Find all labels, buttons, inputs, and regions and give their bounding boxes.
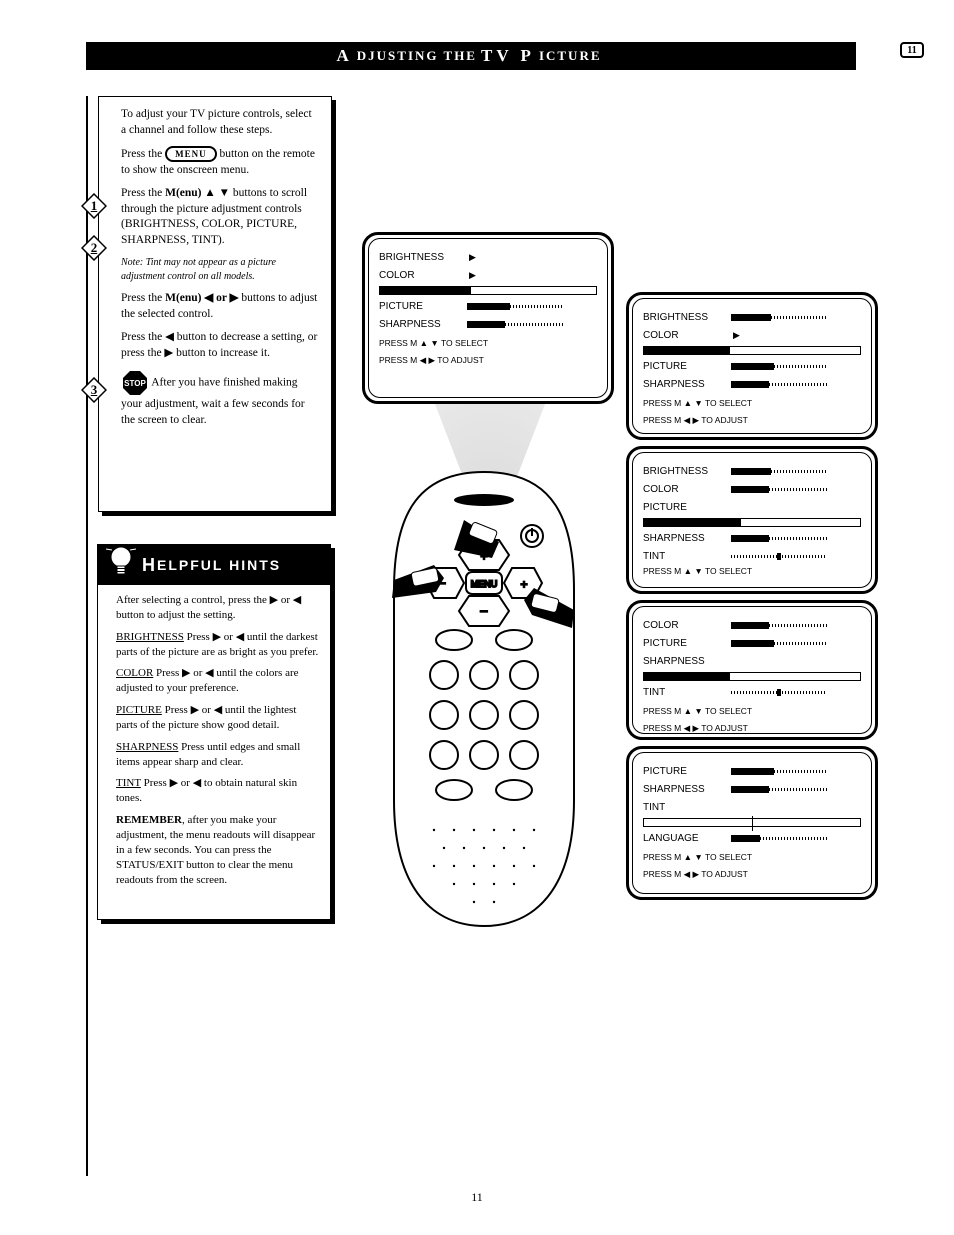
osd-color: BRIGHTNESS COLOR▶ PICTURE SHARPNESS PRES…	[626, 292, 878, 440]
hints-body: After selecting a control, press the ▶ o…	[98, 585, 330, 904]
page-corner-indicator: 11	[900, 42, 924, 58]
remote-control: MENU + − − +	[374, 470, 594, 930]
svg-text:MENU: MENU	[471, 579, 498, 589]
osd-sharpness: COLOR PICTURE SHARPNESS TINT PRESS M ▲ ▼…	[626, 600, 878, 740]
step-2-diamond: 2	[81, 235, 107, 261]
step-3-diamond: 3	[81, 377, 107, 403]
osd-main: BRIGHTNESS▶ COLOR▶ PICTURE SHARPNESS PRE…	[362, 232, 614, 404]
instruction-box: To adjust your TV picture controls, sele…	[98, 96, 332, 512]
step-1-diamond: 1	[81, 193, 107, 219]
intro-text: To adjust your TV picture controls, sele…	[121, 107, 319, 138]
osd-picture: BRIGHTNESS COLOR PICTURE SHARPNESS TINT …	[626, 446, 878, 594]
stop-icon: STOP	[121, 369, 149, 397]
osd-tint: PICTURE SHARPNESS TINT LANGUAGE PRESS M …	[626, 746, 878, 900]
step-3-text: Press the M(enu) ◀ or ▶ buttons to adjus…	[121, 291, 319, 322]
hints-box: HELPFUL HINTS After selecting a control,…	[97, 544, 331, 920]
stop-row: STOP After you have finished making your…	[121, 369, 319, 428]
step-2-note: Note: Tint may not appear as a picture a…	[121, 256, 319, 283]
svg-text:−: −	[480, 605, 488, 620]
step-2-text: Press the M(enu) ▲ ▼ buttons to scroll t…	[121, 186, 319, 248]
section-title: A DJUSTING THE TV P ICTURE	[86, 42, 856, 70]
page-number-bottom: 11	[471, 1190, 483, 1205]
osd-main-bigbar	[379, 286, 597, 295]
svg-text:+: +	[521, 577, 528, 591]
menu-button-label: MENU	[165, 146, 217, 162]
svg-text:STOP: STOP	[124, 379, 146, 388]
lightbulb-icon	[104, 535, 138, 587]
hints-header: HELPFUL HINTS	[98, 545, 330, 585]
step-3-extra: Press the ◀ button to decrease a setting…	[121, 330, 319, 361]
page-corner-num: 11	[907, 45, 916, 56]
step-1-text: Press the MENU button on the remote to s…	[121, 146, 319, 178]
